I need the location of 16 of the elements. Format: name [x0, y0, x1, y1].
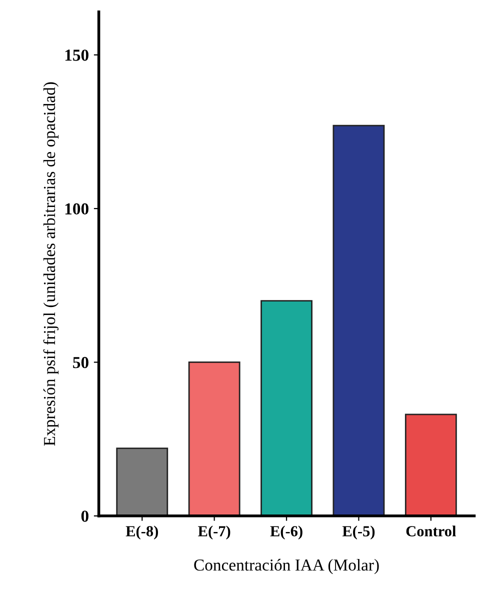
bar: [188, 362, 240, 516]
bar: [260, 300, 312, 516]
x-tick-label: E(-8): [126, 526, 158, 540]
x-axis-title: Concentración IAA (Molar): [194, 558, 379, 574]
y-tick-label: 150: [65, 50, 88, 61]
bar: [116, 448, 168, 516]
y-axis-title: Expresión psif frijol (unidades arbitrarias de opacidad): [43, 82, 59, 446]
y-tick-label: 50: [73, 356, 88, 368]
x-tick-label: E(-6): [270, 526, 302, 540]
x-tick-label: E(-7): [198, 526, 230, 540]
x-tick-label: Control: [406, 526, 456, 536]
x-tick-label: E(-5): [342, 526, 375, 540]
bar: [404, 414, 457, 516]
y-tick-label: 100: [65, 203, 88, 215]
y-tick-label: 0: [81, 510, 88, 522]
bar: [332, 124, 385, 516]
